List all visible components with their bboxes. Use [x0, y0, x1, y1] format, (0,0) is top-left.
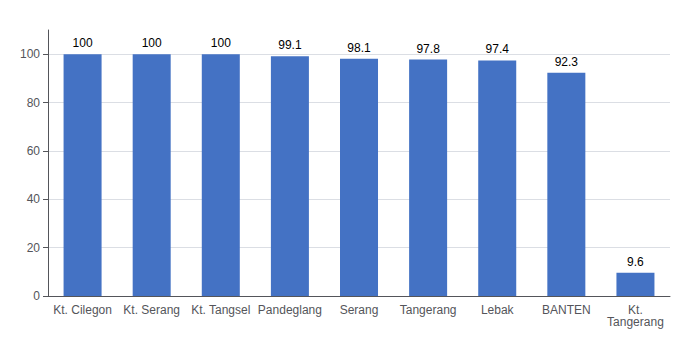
svg-text:100: 100 [211, 36, 231, 50]
svg-text:99.1: 99.1 [278, 38, 302, 52]
svg-text:40: 40 [27, 192, 41, 206]
svg-text:Kt. Cilegon: Kt. Cilegon [53, 303, 112, 317]
svg-text:20: 20 [27, 241, 41, 255]
svg-text:Tangerang: Tangerang [607, 315, 664, 329]
svg-text:92.3: 92.3 [555, 55, 579, 69]
svg-text:80: 80 [27, 96, 41, 110]
svg-text:Lebak: Lebak [481, 303, 515, 317]
svg-text:100: 100 [142, 36, 162, 50]
svg-text:BANTEN: BANTEN [542, 303, 591, 317]
svg-text:Serang: Serang [340, 303, 379, 317]
svg-text:100: 100 [20, 47, 40, 61]
svg-text:9.6: 9.6 [627, 255, 644, 269]
svg-text:Tangerang: Tangerang [400, 303, 457, 317]
svg-text:100: 100 [73, 36, 93, 50]
svg-text:0: 0 [33, 289, 40, 303]
svg-text:Kt.: Kt. [628, 303, 643, 317]
svg-text:98.1: 98.1 [347, 41, 371, 55]
svg-text:Pandeglang: Pandeglang [258, 303, 322, 317]
svg-text:97.8: 97.8 [416, 42, 440, 56]
svg-text:Kt. Serang: Kt. Serang [123, 303, 180, 317]
svg-text:97.4: 97.4 [486, 42, 510, 56]
svg-text:Kt. Tangsel: Kt. Tangsel [191, 303, 250, 317]
svg-text:60: 60 [27, 144, 41, 158]
